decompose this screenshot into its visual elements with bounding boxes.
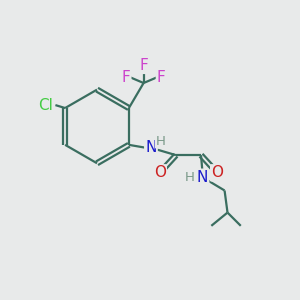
Text: F: F <box>122 70 130 85</box>
Text: F: F <box>157 70 166 85</box>
Text: Cl: Cl <box>38 98 53 112</box>
Text: F: F <box>139 58 148 73</box>
Text: O: O <box>154 165 166 180</box>
Text: O: O <box>211 165 223 180</box>
Text: N: N <box>145 140 157 155</box>
Text: H: H <box>155 135 165 148</box>
Text: N: N <box>197 170 208 185</box>
Text: H: H <box>185 171 195 184</box>
